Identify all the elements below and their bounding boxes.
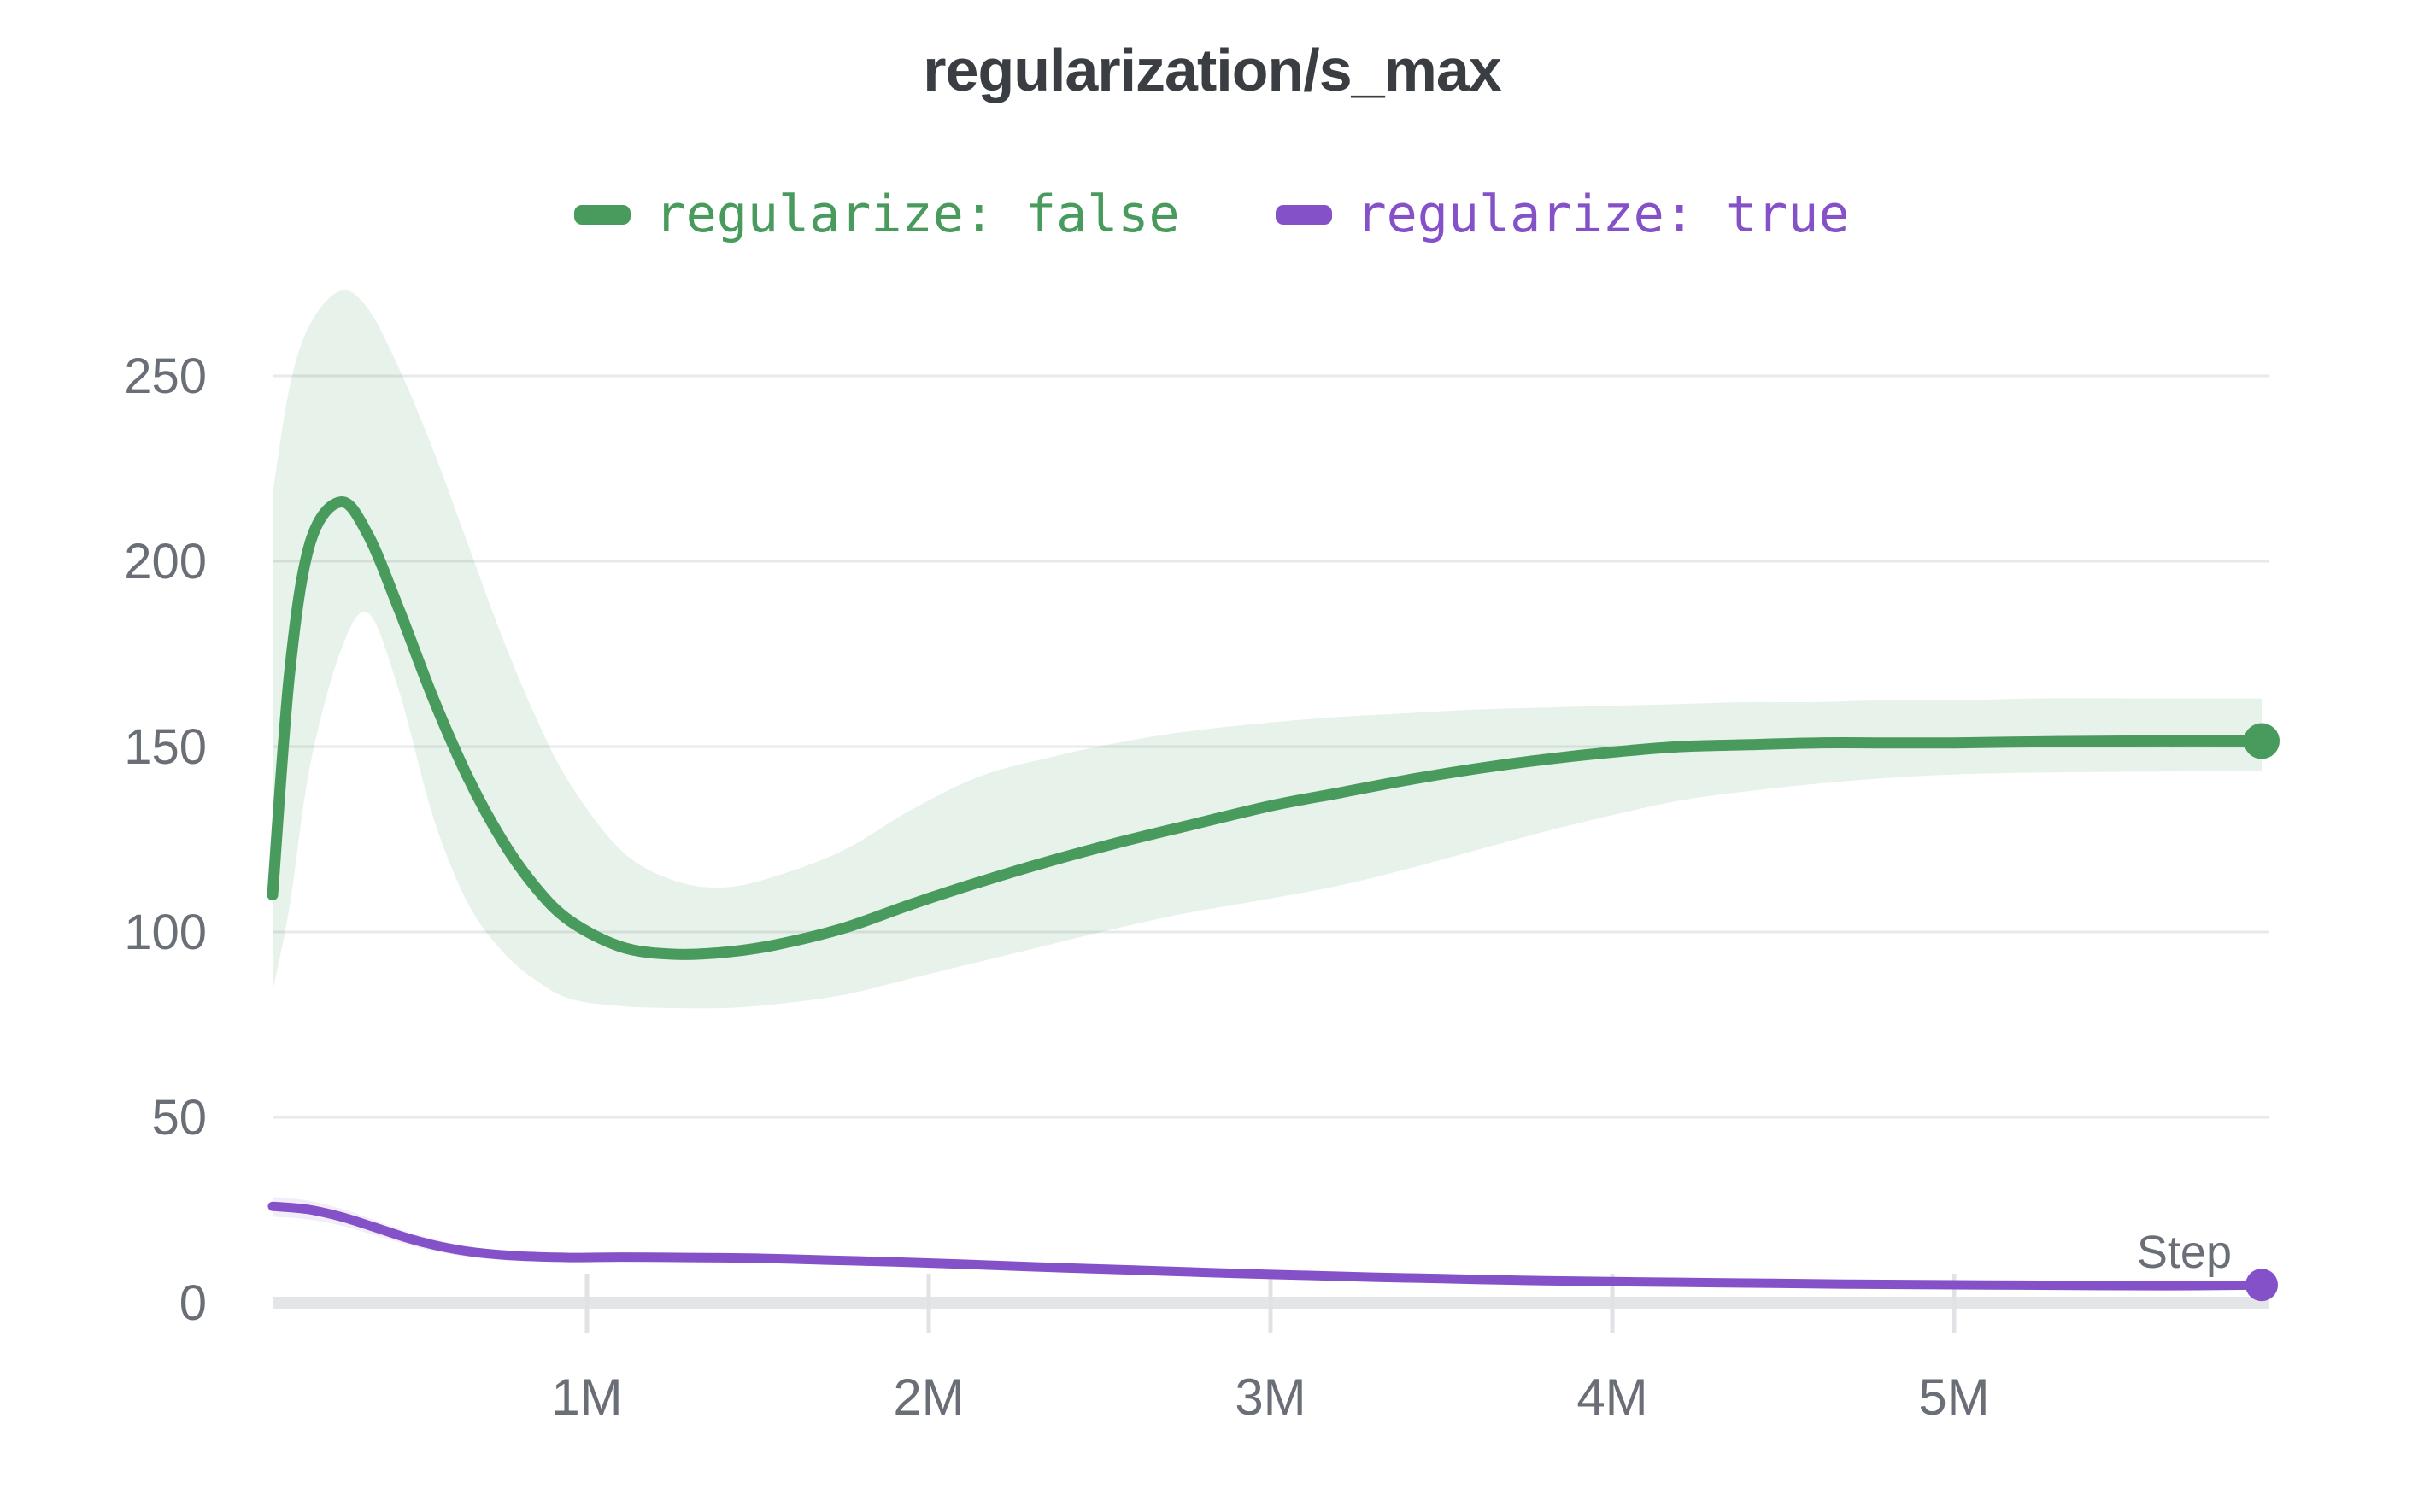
x-tick-label-4M: 4M [1576,1368,1647,1426]
legend-swatch-regularize-true [1275,204,1332,225]
chart-title: regularization/s_max [923,37,1501,103]
x-tick-label-3M: 3M [1235,1368,1306,1426]
axis-labels-layer: 0 50 100 150 200 250 1M 2M 3M 4M 5M Step [124,349,2232,1426]
legend-label-regularize-true: regularize: true [1355,185,1850,244]
x-tick-label-5M: 5M [1918,1368,1989,1426]
y-tick-label-0: 0 [179,1275,207,1331]
y-tick-label-150: 150 [124,719,207,775]
line-regularize-false [267,496,2268,960]
legend-label-regularize-false: regularize: false [654,185,1180,244]
end-dot-regularize-false [2244,723,2280,759]
uncertainty-bands-layer [273,290,2262,1288]
x-axis-label: Step [2137,1227,2232,1278]
series-lines-layer [267,496,2268,1291]
legend-swatch-regularize-false [574,204,631,225]
end-dot-regularize-true [2245,1269,2278,1302]
end-dots-layer [2244,723,2280,1302]
legend-item-regularize-false[interactable]: regularize: false [574,185,1180,244]
legend-item-regularize-true[interactable]: regularize: true [1275,185,1850,244]
x-tick-label-2M: 2M [893,1368,964,1426]
legend: regularize: false regularize: true [0,185,2424,244]
line-regularize-true [267,1201,2267,1291]
x-tick-label-1M: 1M [551,1368,622,1426]
y-tick-label-250: 250 [124,349,207,404]
y-tick-label-50: 50 [151,1090,207,1146]
y-tick-label-200: 200 [124,534,207,589]
band-regularize-false [273,290,2262,1009]
y-tick-label-100: 100 [124,905,207,960]
